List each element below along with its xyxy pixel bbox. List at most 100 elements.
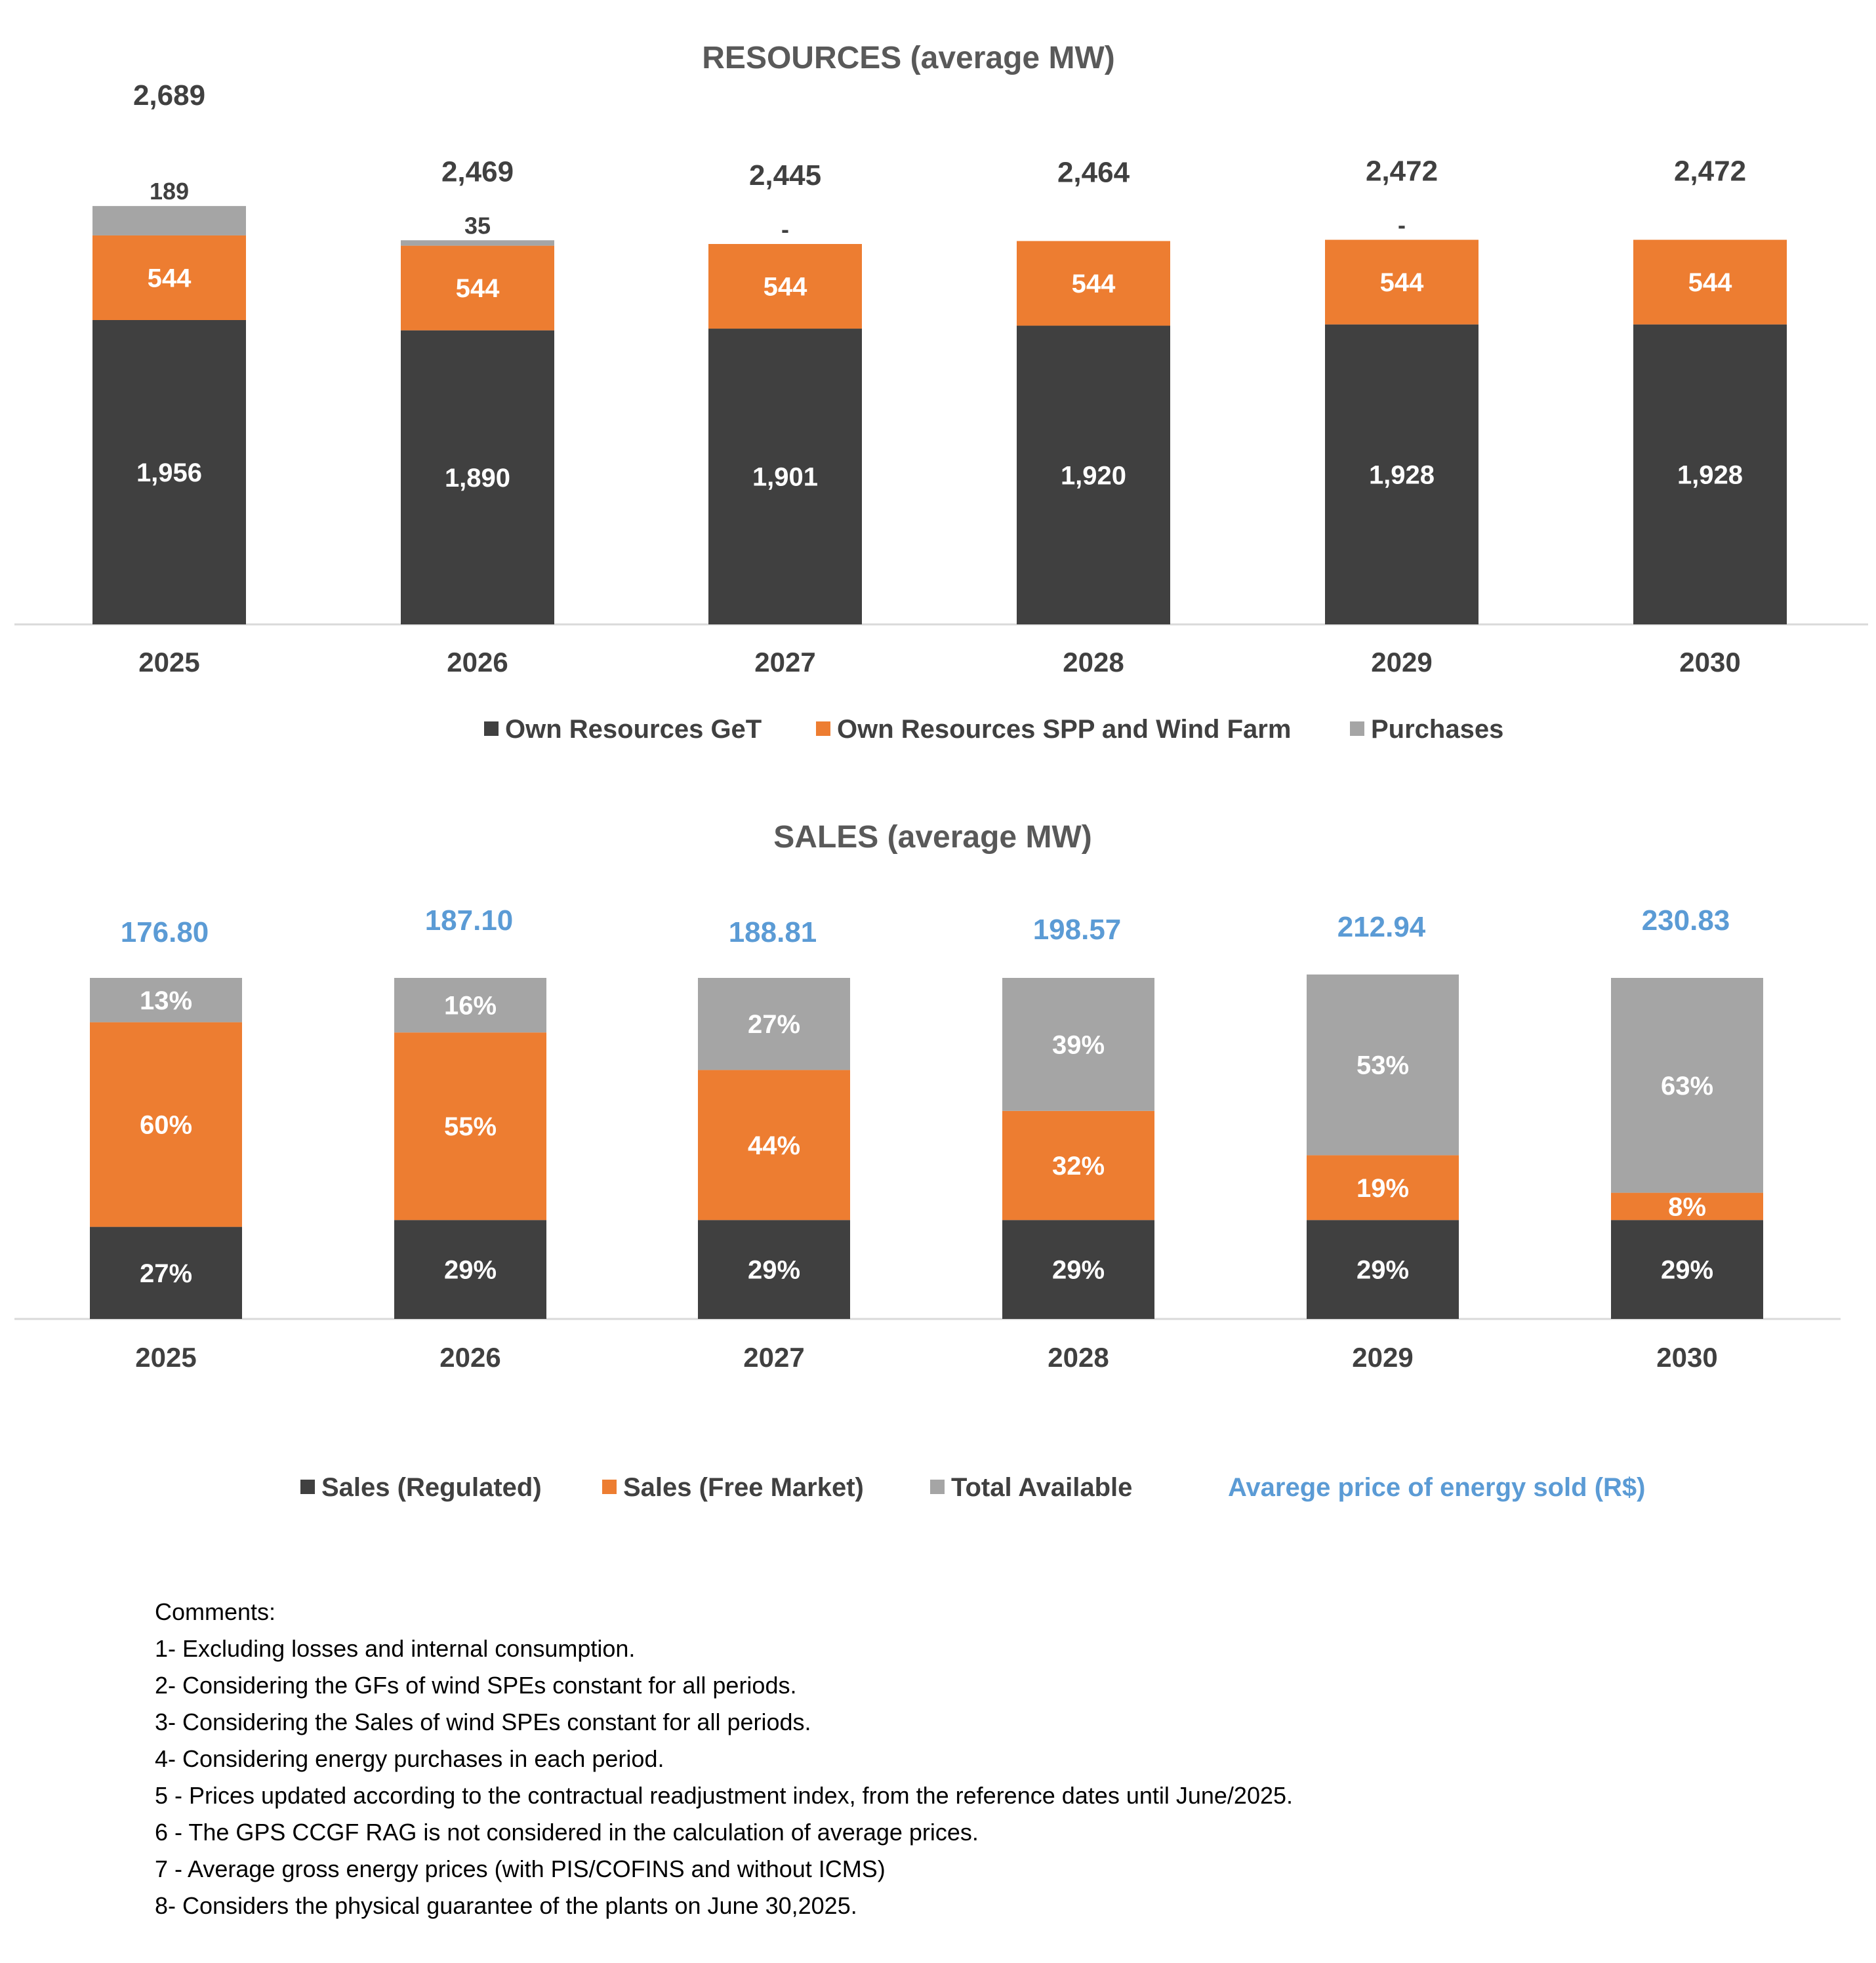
own-spp-value-label: 544 bbox=[1072, 270, 1116, 298]
sales-free-market-legend: Sales (Free Market) bbox=[602, 1473, 864, 1502]
resources-legend: Own Resources GeT Own Resources SPP and W… bbox=[484, 715, 1503, 744]
sales-free-market-bar bbox=[1307, 1155, 1459, 1221]
own-get-bar bbox=[1017, 325, 1170, 624]
sales-regulated-label: 29% bbox=[1356, 1256, 1409, 1285]
own-get-value-label: 1,890 bbox=[445, 464, 510, 493]
own-get-bar bbox=[1325, 324, 1478, 624]
own-spp-value-label: 544 bbox=[456, 274, 500, 303]
sales-regulated-label: 29% bbox=[1052, 1256, 1105, 1285]
sales-chart: SALES (average MW) 27% 60% 13% 176.80 2025 29… bbox=[14, 820, 1841, 1502]
purchases-bar bbox=[92, 206, 246, 235]
resources-x-tick: 2030 bbox=[1679, 647, 1740, 678]
sales-x-tick: 2026 bbox=[439, 1342, 500, 1373]
legend-swatch bbox=[1350, 721, 1364, 736]
own-spp-bar bbox=[1017, 241, 1170, 326]
total-available-label: 27% bbox=[748, 1010, 800, 1039]
legend-label: Sales (Free Market) bbox=[623, 1473, 864, 1502]
total-available-bar bbox=[1002, 978, 1154, 1111]
sales-regulated-bar bbox=[1002, 1220, 1154, 1319]
resources-total-label: 2,469 bbox=[441, 155, 514, 188]
sales-x-tick: 2028 bbox=[1048, 1342, 1109, 1373]
own-spp-bar bbox=[1633, 239, 1787, 325]
own-get-bar bbox=[401, 330, 554, 624]
comment-line: 8- Considers the physical guarantee of t… bbox=[155, 1892, 857, 1919]
sales-regulated-label: 29% bbox=[444, 1256, 497, 1285]
total-available-bar bbox=[90, 978, 242, 1022]
own-get-bar bbox=[1633, 324, 1787, 624]
comment-line: 7 - Average gross energy prices (with PI… bbox=[155, 1855, 886, 1882]
purchases-value-label: - bbox=[1398, 212, 1406, 239]
total-available-label: 39% bbox=[1052, 1030, 1105, 1059]
sales-x-tick: 2030 bbox=[1656, 1342, 1717, 1373]
own-get-legend: Own Resources GeT bbox=[484, 715, 762, 744]
comment-line: 1- Excluding losses and internal consump… bbox=[155, 1635, 636, 1662]
sales-regulated-label: 27% bbox=[140, 1259, 192, 1288]
legend-label: Own Resources GeT bbox=[505, 715, 762, 744]
sales-regulated-bar bbox=[394, 1220, 546, 1319]
sales-regulated-bar bbox=[1611, 1220, 1763, 1319]
own-spp-bar bbox=[401, 245, 554, 331]
sales-free-market-bar bbox=[394, 1032, 546, 1221]
average-price-label: 187.10 bbox=[425, 904, 514, 937]
sales-free-market-bar bbox=[698, 1070, 850, 1221]
sales-regulated-label: 29% bbox=[748, 1256, 800, 1285]
sales-regulated-bar bbox=[698, 1220, 850, 1319]
own-spp-bar bbox=[1325, 239, 1478, 325]
resources-x-tick: 2025 bbox=[138, 647, 199, 678]
own-get-value-label: 1,928 bbox=[1677, 460, 1743, 489]
resources-chart-title: RESOURCES (average MW) bbox=[702, 41, 1114, 75]
sales-chart-title: SALES (average MW) bbox=[773, 820, 1091, 855]
legend-label: Total Available bbox=[951, 1473, 1132, 1502]
sales-x-tick: 2025 bbox=[135, 1342, 196, 1373]
sales-free-market-bar bbox=[1002, 1110, 1154, 1221]
own-get-bar bbox=[708, 329, 862, 624]
legend-label: Own Resources SPP and Wind Farm bbox=[837, 715, 1291, 744]
average-price-label: 188.81 bbox=[729, 916, 817, 948]
total-available-label: 63% bbox=[1661, 1072, 1713, 1101]
own-get-value-label: 1,901 bbox=[752, 463, 818, 492]
legend-label: Purchases bbox=[1371, 715, 1503, 744]
average-price-label: 176.80 bbox=[121, 916, 209, 948]
total-available-bar bbox=[1307, 974, 1459, 1156]
own-spp-bar bbox=[708, 244, 862, 329]
legend-swatch bbox=[930, 1480, 945, 1494]
average-price-label: 230.83 bbox=[1642, 904, 1730, 937]
sales-free-market-label: 19% bbox=[1356, 1174, 1409, 1203]
legend-label: Sales (Regulated) bbox=[321, 1473, 542, 1502]
resources-x-tick: 2027 bbox=[754, 647, 815, 678]
own-spp-legend: Own Resources SPP and Wind Farm bbox=[816, 715, 1291, 744]
sales-regulated-label: 29% bbox=[1661, 1256, 1713, 1285]
sales-free-market-label: 8% bbox=[1668, 1192, 1706, 1221]
own-spp-bar bbox=[92, 235, 246, 320]
average-price-label: 198.57 bbox=[1033, 914, 1122, 946]
resources-x-tick: 2029 bbox=[1371, 647, 1432, 678]
purchases-value-label: 189 bbox=[150, 178, 189, 205]
resources-chart: RESOURCES (average MW) 1,956 544 189 2,689 2… bbox=[14, 41, 1868, 744]
sales-regulated-legend: Sales (Regulated) bbox=[300, 1473, 542, 1502]
sales-free-market-label: 55% bbox=[444, 1112, 497, 1141]
own-get-bar bbox=[92, 320, 246, 624]
resources-total-label: 2,472 bbox=[1366, 155, 1438, 188]
own-spp-value-label: 544 bbox=[1688, 268, 1732, 297]
average-price-label: 212.94 bbox=[1337, 911, 1426, 943]
resources-total-label: 2,445 bbox=[749, 159, 821, 192]
own-get-value-label: 1,920 bbox=[1061, 461, 1126, 490]
legend-label: Avarege price of energy sold (R$) bbox=[1228, 1473, 1645, 1502]
purchases-bar bbox=[401, 240, 554, 246]
purchases-legend: Purchases bbox=[1350, 715, 1503, 744]
comment-line: 2- Considering the GFs of wind SPEs cons… bbox=[155, 1672, 797, 1699]
sales-free-market-bar bbox=[1611, 1192, 1763, 1221]
own-get-value-label: 1,928 bbox=[1369, 460, 1435, 489]
legend-swatch bbox=[602, 1480, 617, 1494]
total-available-label: 53% bbox=[1356, 1051, 1409, 1080]
total-available-label: 13% bbox=[140, 986, 192, 1015]
own-spp-value-label: 544 bbox=[1380, 268, 1424, 297]
total-available-bar bbox=[394, 978, 546, 1033]
sales-x-tick: 2027 bbox=[743, 1342, 804, 1373]
sales-regulated-bar bbox=[90, 1226, 242, 1319]
sales-free-market-label: 60% bbox=[140, 1111, 192, 1140]
comment-line: 6 - The GPS CCGF RAG is not considered i… bbox=[155, 1819, 979, 1846]
own-spp-value-label: 544 bbox=[764, 273, 807, 302]
own-get-value-label: 1,956 bbox=[136, 458, 202, 487]
legend-swatch bbox=[816, 721, 830, 736]
